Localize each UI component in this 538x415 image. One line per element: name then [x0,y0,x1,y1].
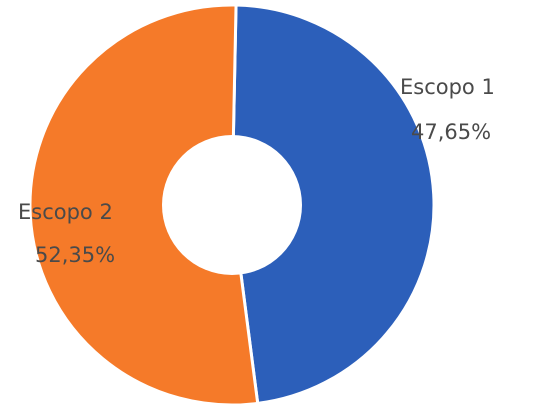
slice-value-escopo-2: 52,35% [35,243,115,267]
slice-value-escopo-1: 47,65% [411,120,491,144]
slice-escopo-1 [230,3,436,406]
donut-hole [162,135,302,275]
slice-label-escopo-2: Escopo 2 [18,200,113,224]
donut-slices [28,3,436,407]
slice-escopo-2 [28,3,260,407]
slice-label-escopo-1: Escopo 1 [400,75,495,99]
